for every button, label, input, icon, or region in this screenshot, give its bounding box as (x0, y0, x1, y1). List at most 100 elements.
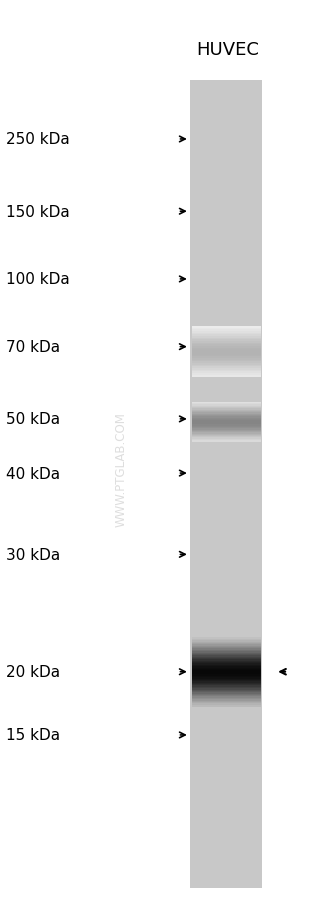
Bar (192, 436, 261, 437)
Bar (192, 422, 261, 424)
Bar (192, 365, 261, 368)
Bar (192, 371, 261, 373)
Bar (190, 81, 262, 888)
Text: 50 kDa: 50 kDa (6, 412, 60, 427)
Bar (192, 656, 261, 658)
Bar (192, 335, 261, 337)
Bar (192, 654, 261, 657)
Bar (192, 696, 261, 699)
Bar (192, 430, 261, 432)
Bar (192, 423, 261, 426)
Bar (192, 428, 261, 431)
Bar (192, 679, 261, 681)
Bar (192, 364, 261, 366)
Bar (192, 328, 261, 331)
Bar (192, 661, 261, 663)
Bar (192, 699, 261, 702)
Bar (192, 694, 261, 696)
Bar (192, 672, 261, 675)
Bar (192, 352, 261, 354)
Bar (192, 409, 261, 411)
Bar (192, 669, 261, 671)
Bar (192, 665, 261, 667)
Bar (192, 683, 261, 686)
Bar (192, 413, 261, 415)
Bar (192, 643, 261, 646)
Bar (192, 648, 261, 649)
Bar (192, 645, 261, 647)
Bar (192, 667, 261, 668)
Text: 70 kDa: 70 kDa (6, 340, 60, 354)
Bar (192, 677, 261, 680)
Bar (192, 657, 261, 659)
Bar (192, 653, 261, 655)
Bar (192, 355, 261, 358)
Bar (192, 441, 261, 443)
Bar (192, 354, 261, 356)
Bar (192, 650, 261, 652)
Bar (192, 372, 261, 374)
Bar (192, 674, 261, 676)
Bar (192, 403, 261, 406)
Bar (192, 667, 261, 670)
Bar (192, 691, 261, 694)
Bar (192, 688, 261, 691)
Bar (192, 701, 261, 703)
Bar (192, 348, 261, 351)
Bar (192, 664, 261, 666)
Bar (192, 375, 261, 378)
Bar (192, 431, 261, 434)
Bar (192, 344, 261, 346)
Bar (192, 332, 261, 334)
Bar (192, 682, 261, 684)
Bar (192, 687, 261, 689)
Bar (192, 417, 261, 419)
Bar (192, 358, 261, 361)
Bar (192, 662, 261, 665)
Bar (192, 360, 261, 363)
Bar (192, 369, 261, 372)
Bar (192, 357, 261, 359)
Bar (192, 675, 261, 677)
Bar (192, 350, 261, 353)
Bar (192, 367, 261, 370)
Bar (192, 345, 261, 347)
Bar (192, 338, 261, 341)
Bar (192, 659, 261, 662)
Bar (192, 433, 261, 435)
Text: 15 kDa: 15 kDa (6, 728, 60, 742)
Bar (192, 698, 261, 700)
Bar (192, 411, 261, 414)
Bar (192, 695, 261, 697)
Bar (192, 680, 261, 683)
Bar (192, 651, 261, 654)
Text: 20 kDa: 20 kDa (6, 665, 60, 679)
Bar (192, 425, 261, 427)
Bar (192, 646, 261, 649)
Bar (192, 642, 261, 644)
Bar (192, 438, 261, 440)
Bar (192, 327, 261, 329)
Bar (192, 426, 261, 428)
Bar (192, 408, 261, 410)
Bar (192, 704, 261, 705)
Bar (192, 437, 261, 439)
Bar (192, 693, 261, 695)
Bar (192, 704, 261, 707)
Bar (192, 405, 261, 407)
Bar (192, 640, 261, 643)
Bar (192, 640, 261, 641)
Text: 150 kDa: 150 kDa (6, 205, 70, 219)
Bar (192, 428, 261, 429)
Bar (192, 406, 261, 409)
Text: 40 kDa: 40 kDa (6, 466, 60, 481)
Bar (192, 419, 261, 420)
Bar (192, 421, 261, 423)
Bar (192, 414, 261, 417)
Text: WWW.PTGLAB.COM: WWW.PTGLAB.COM (115, 411, 128, 527)
Bar (192, 340, 261, 343)
Bar (192, 336, 261, 339)
Bar (192, 676, 261, 678)
Bar (192, 373, 261, 376)
Text: 250 kDa: 250 kDa (6, 133, 70, 147)
